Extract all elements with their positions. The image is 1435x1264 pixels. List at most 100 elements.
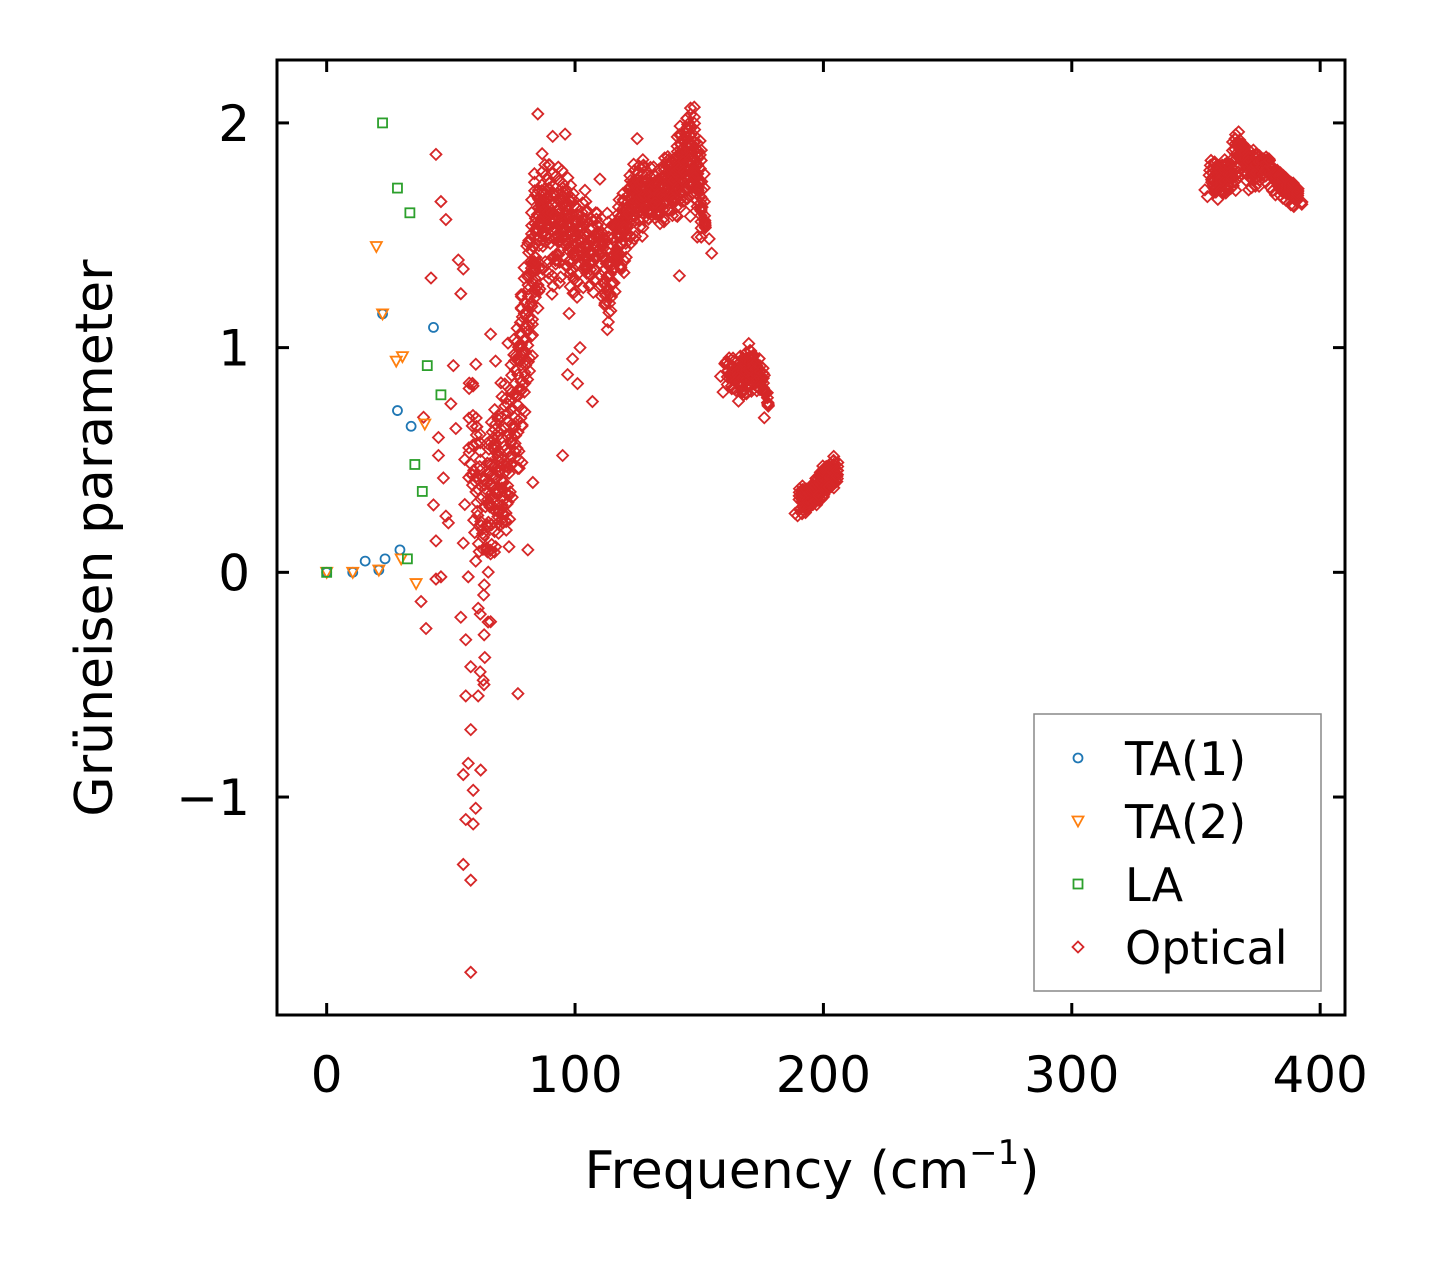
optical-point (1276, 169, 1290, 183)
optical-point (571, 227, 585, 241)
ta-1-point (359, 555, 371, 567)
optical-point (429, 147, 443, 162)
ta-2-point (409, 578, 424, 591)
optical-point (690, 187, 704, 201)
optical-point (583, 278, 597, 293)
optical-point (471, 601, 485, 616)
optical-point (515, 455, 529, 470)
optical-point (492, 484, 506, 498)
optical-point (1228, 183, 1243, 198)
optical-point (555, 163, 569, 178)
x-axis-label-close: ) (1019, 1141, 1039, 1201)
optical-point (496, 516, 510, 530)
optical-point (1241, 146, 1256, 161)
optical-point (565, 352, 580, 366)
optical-point (1211, 192, 1225, 207)
optical-point (731, 394, 746, 408)
optical-point (482, 498, 496, 512)
optical-point (830, 469, 844, 483)
optical-point (600, 322, 615, 337)
la-point (377, 117, 388, 129)
optical-point (449, 421, 463, 436)
optical-point (599, 243, 614, 258)
legend-label-ta-1: TA(1) (1124, 732, 1246, 786)
optical-point (702, 232, 716, 246)
y-tick-label: 2 (218, 95, 250, 153)
optical-point (1200, 189, 1215, 204)
optical-point (690, 193, 704, 207)
optical-point (458, 632, 473, 647)
optical-point (454, 610, 468, 625)
optical-point (481, 615, 495, 629)
optical-point (555, 181, 570, 195)
x-axis-label-main: Frequency (cm (584, 1141, 969, 1201)
optical-point (520, 338, 535, 353)
legend: TA(1) TA(2) LA Optical (1033, 713, 1322, 992)
la-point (321, 566, 333, 578)
optical-point (693, 134, 707, 148)
optical-point (469, 411, 483, 425)
optical-point (526, 475, 540, 490)
optical-point (484, 517, 499, 532)
optical-point (601, 315, 616, 329)
optical-point (757, 410, 772, 425)
ta-2-point (395, 351, 410, 364)
optical-point (1231, 139, 1245, 153)
optical-point (451, 253, 466, 267)
x-tick-label: 100 (527, 1046, 622, 1104)
optical-point (596, 241, 611, 256)
optical-point (531, 255, 545, 270)
optical-point (495, 389, 509, 404)
ta-2-point (389, 355, 404, 369)
optical-point (1265, 160, 1280, 175)
optical-point (683, 127, 697, 142)
optical-point (689, 180, 704, 195)
optical-point (481, 565, 496, 579)
la-point (392, 182, 403, 194)
optical-point (1241, 142, 1255, 157)
optical-point (501, 405, 515, 420)
ta-2-point (371, 564, 386, 578)
optical-point (471, 508, 485, 523)
optical-point (558, 127, 572, 141)
optical-point (545, 129, 560, 144)
optical-point (694, 215, 708, 229)
optical-point (570, 290, 584, 305)
optical-point (1234, 167, 1248, 181)
optical-point (473, 763, 488, 777)
optical-point (566, 186, 581, 201)
x-tick-label: 0 (311, 1046, 343, 1104)
optical-point (553, 270, 568, 284)
optical-point (687, 170, 701, 185)
optical-point (540, 172, 555, 187)
optical-point (566, 192, 581, 207)
optical-point (589, 212, 604, 226)
optical-point (487, 402, 502, 417)
optical-point (655, 188, 669, 203)
optical-point (429, 572, 443, 586)
optical-point (527, 166, 542, 181)
optical-point (480, 517, 494, 532)
optical-point (472, 459, 487, 474)
optical-point (478, 486, 493, 500)
optical-point (479, 543, 494, 557)
optical-point (562, 306, 576, 321)
optical-point (517, 385, 532, 399)
optical-point (477, 650, 492, 665)
optical-point (556, 198, 570, 213)
optical-point (1231, 137, 1245, 151)
optical-point (687, 169, 701, 183)
optical-point (520, 372, 535, 387)
optical-point (625, 212, 640, 226)
optical-point (617, 265, 631, 280)
optical-point (461, 756, 476, 771)
optical-point (655, 179, 670, 194)
legend-marker-optical (1071, 940, 1085, 954)
data-marks-layer (319, 100, 1309, 980)
optical-point (535, 233, 550, 247)
optical-point (683, 209, 698, 224)
optical-point (570, 208, 585, 222)
optical-point (635, 229, 650, 243)
optical-point (580, 266, 594, 281)
